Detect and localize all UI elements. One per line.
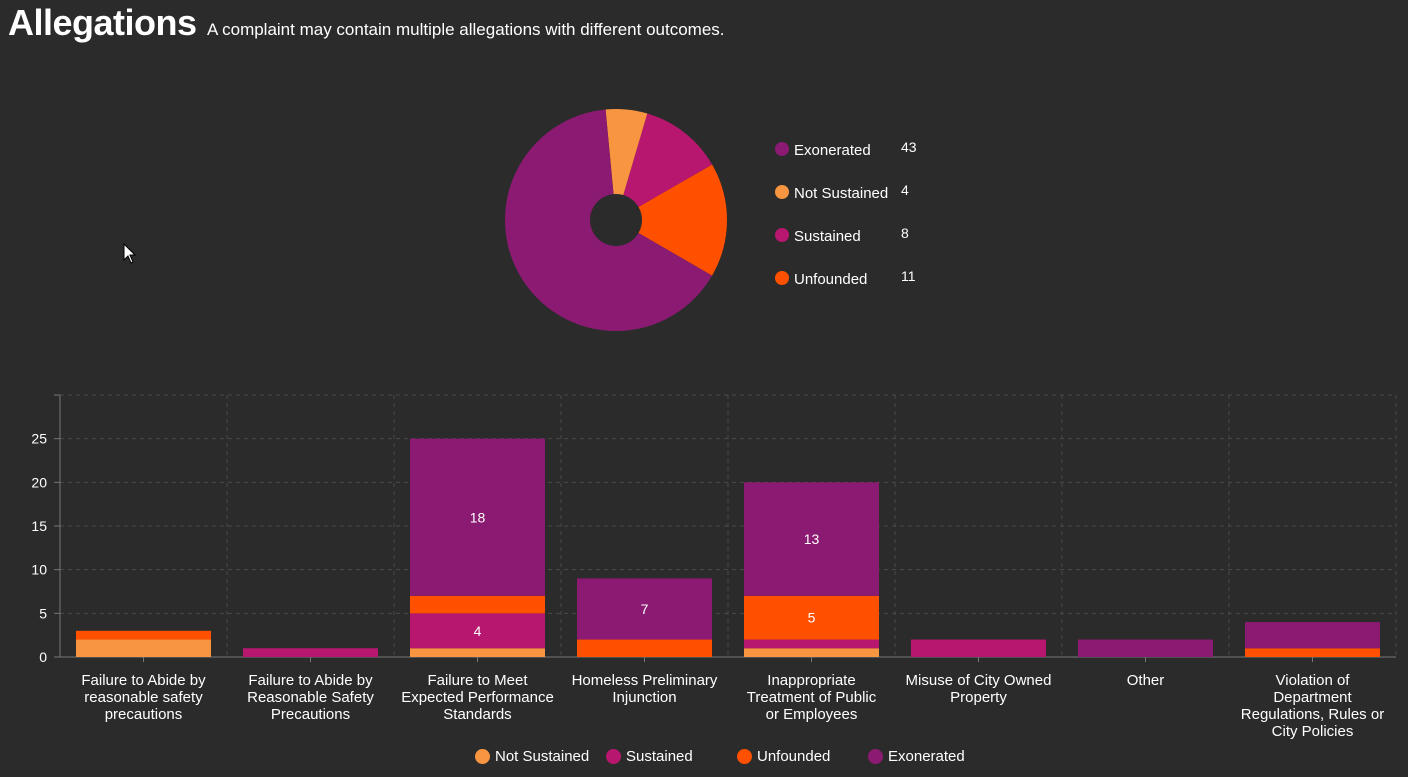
bar-segment-exonerated[interactable] bbox=[744, 482, 879, 596]
bar-legend-label: Unfounded bbox=[757, 748, 831, 765]
y-tick-label: 0 bbox=[39, 649, 47, 665]
legend-swatch-icon bbox=[868, 749, 883, 764]
bar-segment-sustained[interactable] bbox=[410, 613, 545, 649]
pie-slice-not-sustained[interactable] bbox=[605, 109, 648, 220]
y-tick-label: 15 bbox=[31, 518, 47, 534]
bar-segment-sustained[interactable] bbox=[243, 648, 378, 657]
bar-chart-legend: Not Sustained Sustained Unfounded Exonerate… bbox=[0, 748, 1408, 772]
bar-data-label: 5 bbox=[808, 610, 816, 626]
pie-slice-sustained[interactable] bbox=[616, 113, 713, 220]
pie-slice-unfounded[interactable] bbox=[616, 164, 728, 276]
bar-segment-exonerated[interactable] bbox=[1078, 639, 1213, 657]
pie-legend-label: Exonerated bbox=[794, 142, 871, 159]
pie-legend-value: 11 bbox=[901, 268, 916, 284]
bar-legend-item-exonerated[interactable]: Exonerated bbox=[868, 748, 965, 765]
page-title: Allegations bbox=[8, 2, 197, 43]
page-subtitle: A complaint may contain multiple allegat… bbox=[206, 20, 725, 39]
y-tick-label: 5 bbox=[39, 605, 47, 621]
bar-data-label: 7 bbox=[641, 601, 649, 617]
bar-group-other bbox=[1078, 639, 1213, 657]
legend-swatch-icon bbox=[775, 228, 789, 242]
bar-segment-exonerated[interactable] bbox=[577, 578, 712, 640]
legend-swatch-icon bbox=[737, 749, 752, 764]
pie-legend-label: Sustained bbox=[794, 228, 861, 245]
y-tick-label: 20 bbox=[31, 474, 47, 490]
bar-segment-exonerated[interactable] bbox=[410, 438, 545, 596]
bar-data-label: 18 bbox=[470, 509, 486, 525]
pie-legend-value: 4 bbox=[901, 182, 909, 198]
pie-legend-label: Unfounded bbox=[794, 271, 867, 288]
bar-segment-sustained[interactable] bbox=[911, 639, 1046, 657]
bar-data-label: 4 bbox=[474, 623, 482, 639]
legend-swatch-icon bbox=[606, 749, 621, 764]
mouse-cursor-icon bbox=[123, 243, 137, 264]
x-tick-label: Failure to Abide by Reasonable Safety Prec… bbox=[247, 672, 374, 723]
bar-group-misuse-of-city-owned-property bbox=[911, 639, 1046, 657]
legend-swatch-icon bbox=[775, 185, 789, 199]
x-tick-label: Other bbox=[1127, 672, 1165, 689]
pie-legend-value: 43 bbox=[901, 139, 917, 155]
pie-legend-label: Not Sustained bbox=[794, 185, 888, 202]
bar-segment-unfounded[interactable] bbox=[744, 595, 879, 640]
bar-legend-item-not-sustained[interactable]: Not Sustained bbox=[475, 748, 589, 765]
pie-legend-item-exonerated[interactable]: Exonerated 43 bbox=[775, 139, 917, 159]
header: Allegations A complaint may contain mult… bbox=[8, 2, 725, 44]
bar-group-homeless-preliminary-injunction: 7 bbox=[577, 578, 712, 657]
legend-swatch-icon bbox=[775, 142, 789, 156]
x-tick-label: Inappropriate Treatment of Public or Emplo… bbox=[747, 672, 877, 723]
legend-swatch-icon bbox=[475, 749, 490, 764]
y-tick-label: 25 bbox=[31, 431, 47, 447]
y-tick-label: 10 bbox=[31, 562, 47, 578]
bar-segment-unfounded[interactable] bbox=[410, 595, 545, 614]
bar-group-failure-to-meet-expected-performance-standards: 4 18 bbox=[410, 438, 545, 657]
bar-group-inappropriate-treatment-of-public-or-employees: 5 13 bbox=[744, 482, 879, 657]
x-tick-label: Failure to Meet Expected Performance Stand… bbox=[401, 672, 554, 723]
x-tick-label: Misuse of City Owned Property bbox=[906, 672, 1052, 706]
bar-group-violation-of-department-regulations-rules-or-city-policies bbox=[1245, 622, 1380, 657]
bar-segment-not-sustained[interactable] bbox=[744, 648, 879, 657]
bar-group-failure-to-abide-by-reasonable-safety-precautions bbox=[76, 630, 211, 657]
pie-legend-item-unfounded[interactable]: Unfounded 11 bbox=[775, 268, 916, 288]
x-tick-label: Homeless Preliminary Injunction bbox=[572, 672, 718, 706]
bar-legend-item-sustained[interactable]: Sustained bbox=[606, 748, 693, 765]
bar-legend-label: Not Sustained bbox=[495, 748, 590, 765]
bar-group-failure-to-abide-by-reasonable-safety-precautions bbox=[243, 648, 378, 657]
x-tick-label: Violation of Department Regulations, Rules… bbox=[1241, 672, 1384, 740]
pie-legend-item-sustained[interactable]: Sustained 8 bbox=[775, 225, 909, 245]
bar-segment-not-sustained[interactable] bbox=[76, 639, 211, 657]
pie-legend-item-not-sustained[interactable]: Not Sustained 4 bbox=[775, 182, 909, 202]
bar-segment-exonerated[interactable] bbox=[1245, 622, 1380, 649]
bar-segment-not-sustained[interactable] bbox=[410, 648, 545, 657]
bar-legend-item-unfounded[interactable]: Unfounded bbox=[737, 748, 830, 765]
bar-segment-unfounded[interactable] bbox=[577, 639, 712, 657]
bar-data-label: 13 bbox=[804, 531, 820, 547]
bar-legend-label: Sustained bbox=[626, 748, 693, 765]
bar-segment-unfounded[interactable] bbox=[76, 630, 211, 640]
bar-segment-sustained[interactable] bbox=[744, 639, 879, 649]
bar-segment-unfounded[interactable] bbox=[1245, 648, 1380, 657]
pie-legend-value: 8 bbox=[901, 225, 909, 241]
bar-legend-label: Exonerated bbox=[888, 748, 965, 765]
pie-chart: Exonerated 43 Not Sustained 4 Sustained 8 Unfo… bbox=[505, 109, 917, 332]
x-tick-label: Failure to Abide by reasonable safety prec… bbox=[81, 672, 206, 723]
legend-swatch-icon bbox=[775, 271, 789, 285]
pie-hole bbox=[590, 194, 642, 246]
